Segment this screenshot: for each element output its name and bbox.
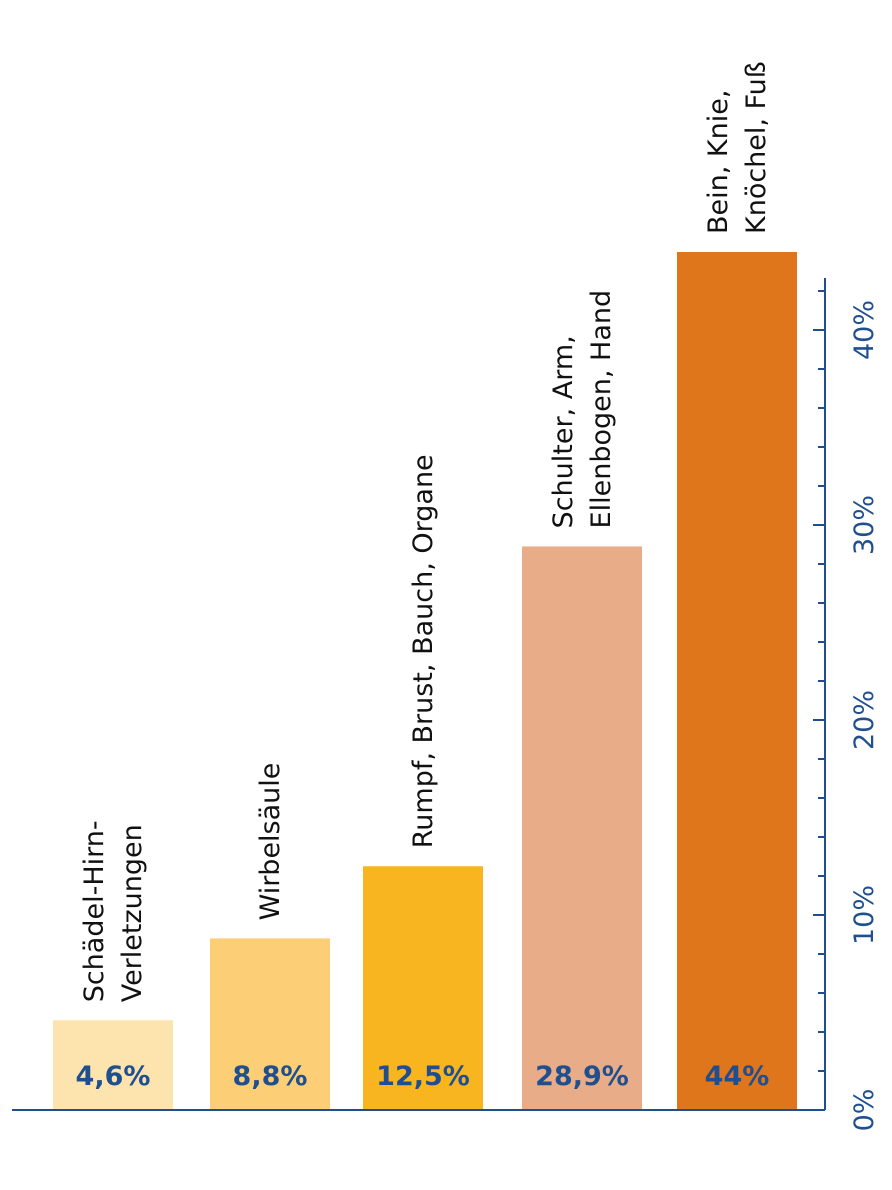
category-label-4-line-0: Bein, Knie, [703,90,734,234]
y-tick-label-1: 10% [849,885,880,945]
bar-2 [363,866,483,1110]
bars-group [53,252,797,1110]
category-label-3-line-1: Ellenbogen, Hand [586,290,617,529]
value-labels-group: 4,6% 8,8% 12,5% 28,9% 44% [76,1061,770,1092]
category-label-0-line-0: Schädel-Hirn- [79,820,110,1002]
bar-0 [53,1020,173,1110]
value-label-4: 44% [705,1061,770,1092]
category-label-4-line-1: Knöchel, Fuß [741,61,772,234]
value-label-2: 12,5% [376,1061,470,1092]
bar-1 [210,938,330,1110]
y-tick-label-2: 20% [849,690,880,750]
y-tick-label-3: 30% [849,495,880,555]
bar-3 [522,546,642,1110]
category-label-1-line-0: Wirbelsäule [255,763,286,921]
value-label-3: 28,9% [535,1061,629,1092]
y-tick-label-0: 0% [849,1089,880,1132]
category-label-2-line-0: Rumpf, Brust, Bauch, Organe [408,454,439,848]
y-tick-label-4: 40% [849,300,880,360]
value-label-0: 4,6% [76,1061,151,1092]
bar-4 [677,252,797,1110]
axes-group: 0% 10% 20% 30% 40% [12,278,880,1131]
category-labels-group: Schädel-Hirn- Verletzungen Wirbelsäule Rump… [79,61,772,1002]
category-label-3-line-0: Schulter, Arm, [548,335,579,528]
category-label-0-line-1: Verletzungen [117,824,148,1002]
value-label-1: 8,8% [233,1061,308,1092]
